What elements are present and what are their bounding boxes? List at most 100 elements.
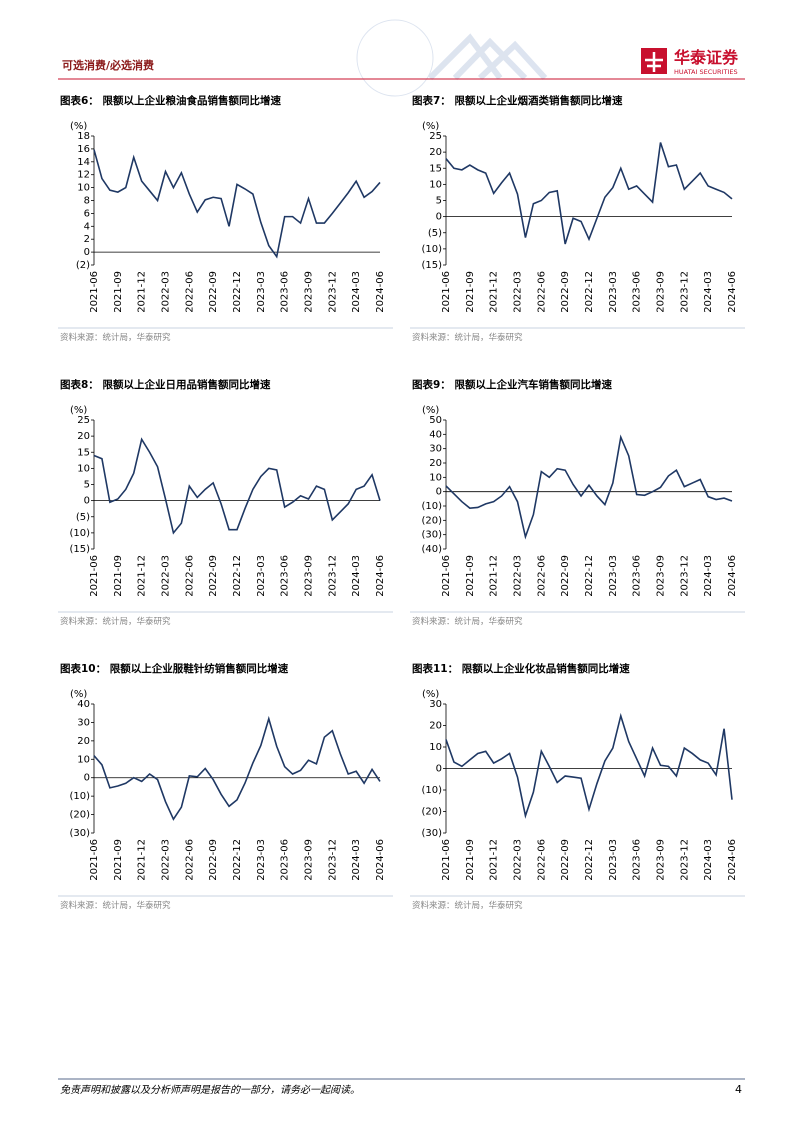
- chart-source: 资料来源：统计局，华泰研究: [412, 900, 523, 911]
- x-tick-label: 2024-03: [351, 839, 362, 881]
- y-tick-label: 0: [84, 247, 90, 258]
- x-tick-label: 2021-09: [113, 271, 124, 313]
- y-tick-label: (30): [69, 828, 90, 839]
- x-tick-label: 2021-12: [137, 271, 148, 313]
- x-tick-label: 2023-03: [256, 555, 267, 597]
- x-tick-label: 2023-09: [304, 555, 315, 597]
- chart-panel: 图表7： 限额以上企业烟酒类销售额同比增速 (%) (15) (10) (5) 0 5 10 1…: [410, 94, 745, 343]
- x-tick-label: 2022-06: [536, 271, 547, 313]
- x-tick-label: 2022-06: [536, 555, 547, 597]
- y-tick-label: (5): [428, 228, 442, 239]
- x-tick-label: 2024-06: [727, 839, 738, 881]
- x-tick-label: 2024-03: [351, 555, 362, 597]
- x-tick-label: 2024-03: [703, 555, 714, 597]
- y-tick-label: 30: [77, 717, 90, 728]
- y-tick-label: 10: [77, 183, 90, 194]
- x-tick-label: 2023-03: [608, 555, 619, 597]
- x-tick-label: 2022-09: [208, 555, 219, 597]
- x-tick-label: 2023-12: [679, 271, 690, 313]
- brand-en: HUATAI SECURITIES: [674, 68, 738, 76]
- x-tick-label: 2022-06: [536, 839, 547, 881]
- y-tick-label: (10): [421, 244, 442, 255]
- x-tick-label: 2023-09: [304, 839, 315, 881]
- chart-title: 图表8： 限额以上企业日用品销售额同比增速: [60, 378, 271, 391]
- x-tick-label: 2021-06: [89, 555, 100, 597]
- x-tick-label: 2023-12: [679, 839, 690, 881]
- y-tick-label: 20: [429, 721, 442, 732]
- x-tick-label: 2023-06: [280, 555, 291, 597]
- y-tick-label: (10): [69, 791, 90, 802]
- x-tick-label: 2022-12: [232, 839, 243, 881]
- y-tick-label: 0: [436, 487, 442, 498]
- y-tick-label: (20): [69, 810, 90, 821]
- data-line: [445, 712, 733, 819]
- y-tick-label: 14: [77, 157, 90, 168]
- chart-panel: 图表10： 限额以上企业服鞋针纺销售额同比增速 (%) (30) (20) (10) 0 1…: [58, 662, 393, 911]
- x-tick-label: 2024-06: [727, 555, 738, 597]
- chart-panel: 图表9： 限额以上企业汽车销售额同比增速 (%) (40) (30) (20) (10) 0…: [410, 378, 745, 627]
- x-tick-label: 2022-12: [232, 271, 243, 313]
- y-tick-label: 30: [429, 699, 442, 710]
- y-tick-label: 5: [436, 196, 442, 207]
- x-tick-label: 2024-06: [727, 271, 738, 313]
- x-tick-label: 2023-06: [632, 271, 643, 313]
- y-tick-label: 10: [77, 754, 90, 765]
- x-tick-label: 2022-12: [584, 271, 595, 313]
- y-tick-label: 40: [77, 699, 90, 710]
- x-tick-label: 2023-12: [327, 839, 338, 881]
- x-tick-label: 2023-03: [608, 839, 619, 881]
- y-tick-label: (15): [421, 260, 442, 271]
- x-tick-label: 2024-06: [375, 271, 386, 313]
- x-tick-label: 2023-03: [608, 271, 619, 313]
- chart-source: 资料来源：统计局，华泰研究: [412, 332, 523, 343]
- y-tick-label: 4: [84, 221, 90, 232]
- y-tick-label: 10: [429, 472, 442, 483]
- y-tick-label: 25: [77, 415, 90, 426]
- y-tick-label: 10: [77, 463, 90, 474]
- y-tick-label: (15): [69, 544, 90, 555]
- y-tick-label: 15: [429, 163, 442, 174]
- y-tick-label: (40): [421, 544, 442, 555]
- y-tick-label: 20: [429, 458, 442, 469]
- x-tick-label: 2022-09: [208, 271, 219, 313]
- x-tick-label: 2022-03: [513, 839, 524, 881]
- x-tick-label: 2022-12: [232, 555, 243, 597]
- data-line: [93, 715, 381, 821]
- y-tick-label: 0: [436, 212, 442, 223]
- x-tick-label: 2022-03: [161, 271, 172, 313]
- x-tick-label: 2024-03: [703, 839, 714, 881]
- x-tick-label: 2021-09: [465, 271, 476, 313]
- y-tick-label: (30): [421, 530, 442, 541]
- chart-source: 资料来源：统计局，华泰研究: [412, 616, 523, 627]
- x-tick-label: 2021-09: [113, 555, 124, 597]
- x-tick-label: 2022-09: [208, 839, 219, 881]
- x-tick-label: 2022-09: [560, 555, 571, 597]
- x-tick-label: 2022-12: [584, 555, 595, 597]
- x-tick-label: 2023-12: [327, 555, 338, 597]
- x-tick-label: 2023-09: [656, 839, 667, 881]
- y-tick-label: 30: [429, 444, 442, 455]
- x-tick-label: 2023-03: [256, 271, 267, 313]
- y-tick-label: (30): [421, 828, 442, 839]
- y-tick-label: 6: [84, 208, 90, 219]
- x-tick-label: 2023-09: [304, 271, 315, 313]
- x-tick-label: 2022-09: [560, 839, 571, 881]
- y-tick-label: (10): [421, 785, 442, 796]
- y-tick-label: (20): [421, 515, 442, 526]
- y-tick-label: 40: [429, 429, 442, 440]
- x-tick-label: 2021-12: [489, 555, 500, 597]
- y-tick-label: 15: [77, 447, 90, 458]
- x-tick-label: 2023-06: [280, 839, 291, 881]
- y-tick-label: 25: [429, 131, 442, 142]
- chart-panel: 图表8： 限额以上企业日用品销售额同比增速 (%) (15) (10) (5) 0 5 10 1…: [58, 378, 393, 627]
- chart-title: 图表6： 限额以上企业粮油食品销售额同比增速: [60, 94, 281, 107]
- data-line: [445, 434, 733, 540]
- chart-title: 图表9： 限额以上企业汽车销售额同比增速: [412, 378, 612, 391]
- x-tick-label: 2021-12: [137, 555, 148, 597]
- y-tick-label: 20: [77, 736, 90, 747]
- x-tick-label: 2023-03: [256, 839, 267, 881]
- x-tick-label: 2024-06: [375, 555, 386, 597]
- y-tick-label: 10: [429, 179, 442, 190]
- y-unit: (%): [70, 689, 87, 700]
